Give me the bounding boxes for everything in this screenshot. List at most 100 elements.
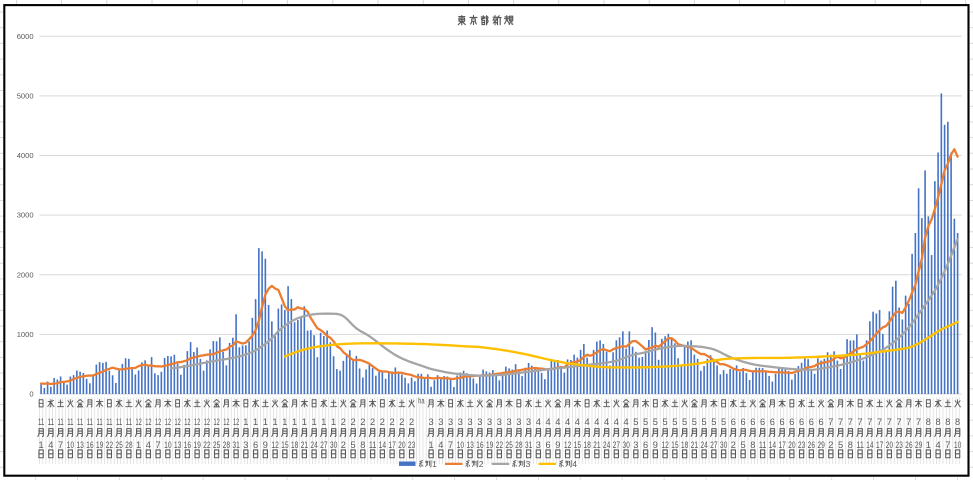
svg-text:6: 6 bbox=[731, 417, 736, 427]
svg-text:12: 12 bbox=[174, 417, 180, 427]
svg-text:21: 21 bbox=[691, 440, 699, 450]
svg-text:1: 1 bbox=[302, 417, 307, 427]
svg-text:20: 20 bbox=[788, 440, 796, 450]
svg-text:22: 22 bbox=[106, 440, 114, 450]
svg-text:12: 12 bbox=[271, 440, 279, 450]
svg-text:1: 1 bbox=[39, 440, 44, 450]
svg-text:7: 7 bbox=[828, 417, 833, 427]
svg-text:4: 4 bbox=[546, 417, 551, 427]
svg-text:14: 14 bbox=[769, 440, 777, 450]
svg-text:11: 11 bbox=[106, 417, 112, 427]
svg-text:11: 11 bbox=[759, 440, 767, 450]
svg-text:6: 6 bbox=[780, 417, 785, 427]
svg-text:22: 22 bbox=[203, 440, 211, 450]
svg-text:28: 28 bbox=[223, 440, 231, 450]
svg-text:3: 3 bbox=[448, 417, 453, 427]
svg-text:5: 5 bbox=[838, 440, 843, 450]
svg-text:3: 3 bbox=[458, 417, 463, 427]
svg-text:16: 16 bbox=[476, 440, 484, 450]
svg-text:12: 12 bbox=[564, 440, 572, 450]
svg-text:9: 9 bbox=[263, 440, 268, 450]
svg-text:14: 14 bbox=[866, 440, 874, 450]
svg-text:8: 8 bbox=[955, 417, 960, 427]
svg-text:2: 2 bbox=[828, 440, 833, 450]
svg-text:13: 13 bbox=[174, 440, 182, 450]
svg-text:4: 4 bbox=[604, 417, 609, 427]
svg-text:25: 25 bbox=[505, 440, 513, 450]
svg-text:17: 17 bbox=[876, 440, 884, 450]
svg-text:12: 12 bbox=[223, 417, 229, 427]
svg-text:14: 14 bbox=[379, 440, 387, 450]
svg-text:2000: 2000 bbox=[17, 270, 34, 279]
svg-text:18: 18 bbox=[681, 440, 689, 450]
svg-text:24: 24 bbox=[310, 440, 318, 450]
svg-text:2: 2 bbox=[390, 417, 395, 427]
svg-text:12: 12 bbox=[145, 417, 151, 427]
svg-text:3: 3 bbox=[487, 417, 492, 427]
svg-text:4: 4 bbox=[555, 417, 560, 427]
svg-text:20: 20 bbox=[886, 440, 894, 450]
svg-text:8: 8 bbox=[926, 417, 931, 427]
svg-text:11: 11 bbox=[96, 417, 102, 427]
svg-text:1: 1 bbox=[926, 440, 931, 450]
svg-text:15: 15 bbox=[281, 440, 289, 450]
svg-text:6: 6 bbox=[819, 417, 824, 427]
svg-text:7: 7 bbox=[58, 440, 63, 450]
svg-text:4: 4 bbox=[572, 459, 577, 469]
svg-text:12: 12 bbox=[204, 417, 210, 427]
svg-text:4: 4 bbox=[575, 417, 580, 427]
svg-text:31: 31 bbox=[525, 440, 533, 450]
svg-text:6: 6 bbox=[741, 417, 746, 427]
svg-text:12: 12 bbox=[194, 417, 200, 427]
svg-text:4: 4 bbox=[438, 440, 443, 450]
svg-text:2: 2 bbox=[409, 417, 414, 427]
svg-text:11: 11 bbox=[856, 440, 864, 450]
svg-text:16: 16 bbox=[184, 440, 192, 450]
svg-text:23: 23 bbox=[408, 440, 416, 450]
svg-text:5: 5 bbox=[653, 417, 658, 427]
svg-text:7: 7 bbox=[887, 417, 892, 427]
svg-text:12: 12 bbox=[213, 417, 219, 427]
svg-text:1: 1 bbox=[312, 417, 317, 427]
svg-text:11: 11 bbox=[116, 417, 122, 427]
svg-text:2: 2 bbox=[360, 417, 365, 427]
svg-text:1: 1 bbox=[243, 417, 248, 427]
svg-text:2: 2 bbox=[370, 417, 375, 427]
svg-text:7: 7 bbox=[897, 417, 902, 427]
svg-text:2: 2 bbox=[380, 417, 385, 427]
svg-text:12: 12 bbox=[155, 417, 161, 427]
svg-text:10: 10 bbox=[164, 440, 172, 450]
svg-text:1: 1 bbox=[432, 459, 437, 469]
svg-text:3000: 3000 bbox=[17, 211, 34, 220]
svg-text:26: 26 bbox=[808, 440, 816, 450]
svg-text:1: 1 bbox=[292, 417, 297, 427]
svg-text:10: 10 bbox=[954, 440, 962, 450]
svg-text:17: 17 bbox=[388, 440, 396, 450]
svg-text:3: 3 bbox=[633, 440, 638, 450]
svg-text:4: 4 bbox=[614, 417, 619, 427]
svg-text:8: 8 bbox=[945, 417, 950, 427]
svg-text:4: 4 bbox=[585, 417, 590, 427]
svg-text:23: 23 bbox=[895, 440, 903, 450]
svg-text:11: 11 bbox=[77, 417, 83, 427]
svg-text:6: 6 bbox=[750, 417, 755, 427]
svg-text:12: 12 bbox=[233, 417, 239, 427]
svg-text:31: 31 bbox=[232, 440, 240, 450]
svg-text:6: 6 bbox=[760, 417, 765, 427]
svg-text:7: 7 bbox=[156, 440, 161, 450]
svg-text:19: 19 bbox=[96, 440, 104, 450]
svg-text:6: 6 bbox=[770, 417, 775, 427]
svg-text:5000: 5000 bbox=[17, 91, 34, 100]
svg-text:11: 11 bbox=[38, 417, 44, 427]
svg-text:7: 7 bbox=[838, 417, 843, 427]
svg-text:12: 12 bbox=[135, 417, 141, 427]
svg-text:8: 8 bbox=[848, 440, 853, 450]
svg-text:21: 21 bbox=[301, 440, 309, 450]
svg-text:7: 7 bbox=[877, 417, 882, 427]
svg-text:5: 5 bbox=[682, 417, 687, 427]
svg-text:15: 15 bbox=[574, 440, 582, 450]
svg-text:30: 30 bbox=[622, 440, 630, 450]
svg-text:20: 20 bbox=[398, 440, 406, 450]
svg-text:6: 6 bbox=[643, 440, 648, 450]
svg-text:2: 2 bbox=[479, 459, 484, 469]
